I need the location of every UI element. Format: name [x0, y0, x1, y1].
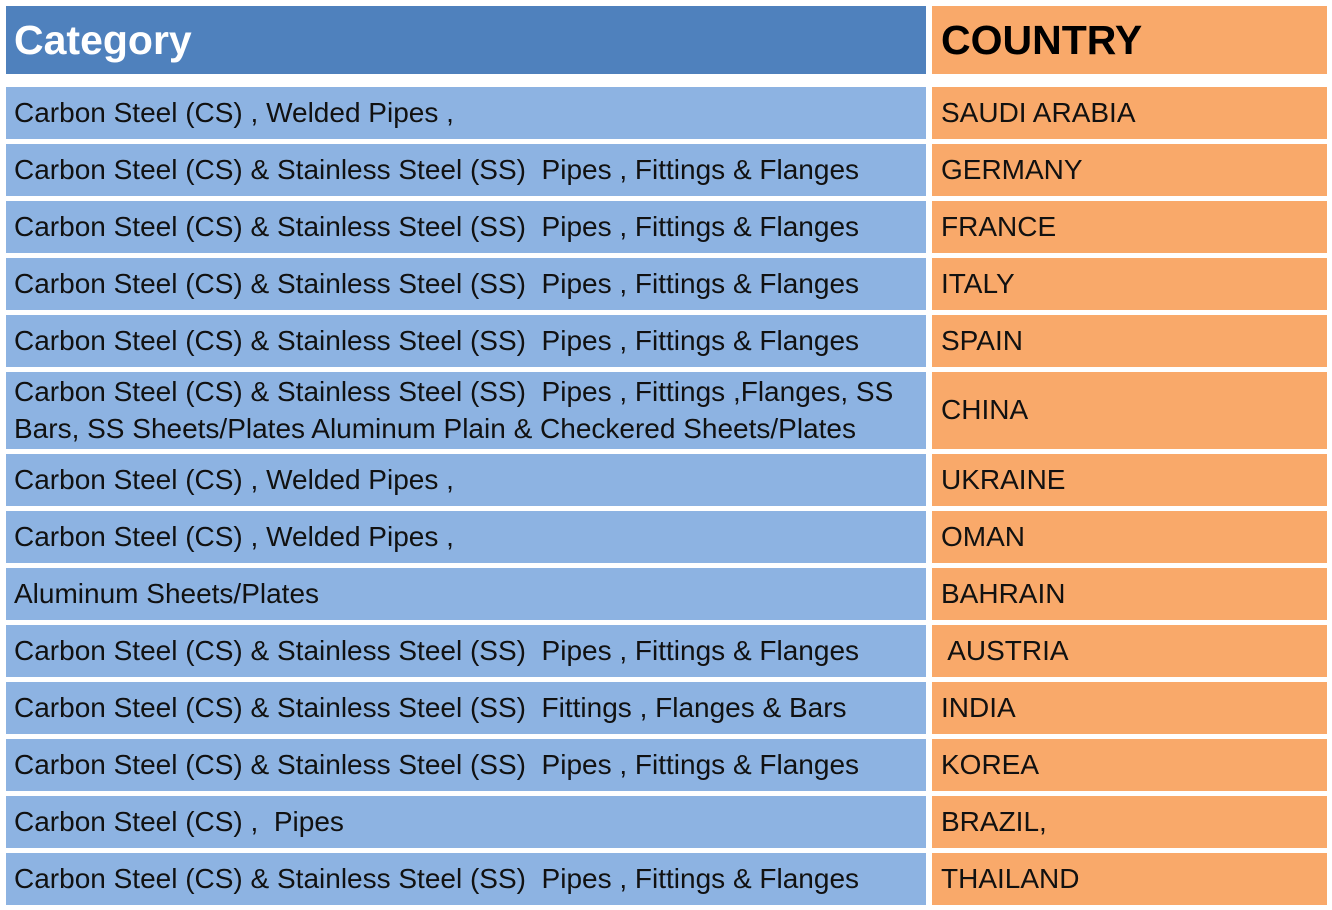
category-country-table: Category COUNTRY Carbon Steel (CS) , Wel… — [6, 6, 1327, 910]
table-row: Carbon Steel (CS) & Stainless Steel (SS)… — [6, 258, 1327, 310]
table-row: Carbon Steel (CS) , Welded Pipes , OMAN — [6, 511, 1327, 563]
country-cell: KOREA — [932, 739, 1327, 791]
category-cell: Carbon Steel (CS) & Stainless Steel (SS)… — [6, 853, 926, 905]
table-row: Carbon Steel (CS) & Stainless Steel (SS)… — [6, 625, 1327, 677]
category-cell: Carbon Steel (CS) , Welded Pipes , — [6, 87, 926, 139]
country-cell: FRANCE — [932, 201, 1327, 253]
country-cell: THAILAND — [932, 853, 1327, 905]
country-cell: INDIA — [932, 682, 1327, 734]
country-cell: BRAZIL, — [932, 796, 1327, 848]
category-cell: Carbon Steel (CS) & Stainless Steel (SS)… — [6, 258, 926, 310]
table-row: Carbon Steel (CS) & Stainless Steel (SS)… — [6, 853, 1327, 905]
category-cell: Carbon Steel (CS) , Pipes — [6, 796, 926, 848]
table-row: Carbon Steel (CS) & Stainless Steel (SS)… — [6, 682, 1327, 734]
table-row: Carbon Steel (CS) , Welded Pipes , UKRAI… — [6, 454, 1327, 506]
country-header: COUNTRY — [932, 6, 1327, 74]
country-cell: OMAN — [932, 511, 1327, 563]
table-row: Carbon Steel (CS) & Stainless Steel (SS)… — [6, 372, 1327, 449]
table-row: Carbon Steel (CS) & Stainless Steel (SS)… — [6, 739, 1327, 791]
country-cell: CHINA — [932, 372, 1327, 449]
table-row: Carbon Steel (CS) , Pipes BRAZIL, — [6, 796, 1327, 848]
country-cell: SAUDI ARABIA — [932, 87, 1327, 139]
table-row: Carbon Steel (CS) & Stainless Steel (SS)… — [6, 144, 1327, 196]
table-header-row: Category COUNTRY — [6, 6, 1327, 74]
category-cell: Carbon Steel (CS) & Stainless Steel (SS)… — [6, 625, 926, 677]
table-row: Carbon Steel (CS) & Stainless Steel (SS)… — [6, 201, 1327, 253]
category-cell: Carbon Steel (CS) & Stainless Steel (SS)… — [6, 201, 926, 253]
country-cell: GERMANY — [932, 144, 1327, 196]
category-cell: Carbon Steel (CS) & Stainless Steel (SS)… — [6, 144, 926, 196]
table-row: Carbon Steel (CS) & Stainless Steel (SS)… — [6, 315, 1327, 367]
country-cell: BAHRAIN — [932, 568, 1327, 620]
category-cell: Aluminum Sheets/Plates — [6, 568, 926, 620]
category-cell: Carbon Steel (CS) & Stainless Steel (SS)… — [6, 372, 926, 449]
country-cell: ITALY — [932, 258, 1327, 310]
category-cell: Carbon Steel (CS) & Stainless Steel (SS)… — [6, 315, 926, 367]
country-cell: SPAIN — [932, 315, 1327, 367]
category-cell: Carbon Steel (CS) , Welded Pipes , — [6, 511, 926, 563]
table-row: Aluminum Sheets/Plates BAHRAIN — [6, 568, 1327, 620]
category-cell: Carbon Steel (CS) , Welded Pipes , — [6, 454, 926, 506]
category-cell: Carbon Steel (CS) & Stainless Steel (SS)… — [6, 739, 926, 791]
table-row: Carbon Steel (CS) , Welded Pipes , SAUDI… — [6, 87, 1327, 139]
category-cell: Carbon Steel (CS) & Stainless Steel (SS)… — [6, 682, 926, 734]
country-cell: UKRAINE — [932, 454, 1327, 506]
country-cell: AUSTRIA — [932, 625, 1327, 677]
category-header: Category — [6, 6, 926, 74]
